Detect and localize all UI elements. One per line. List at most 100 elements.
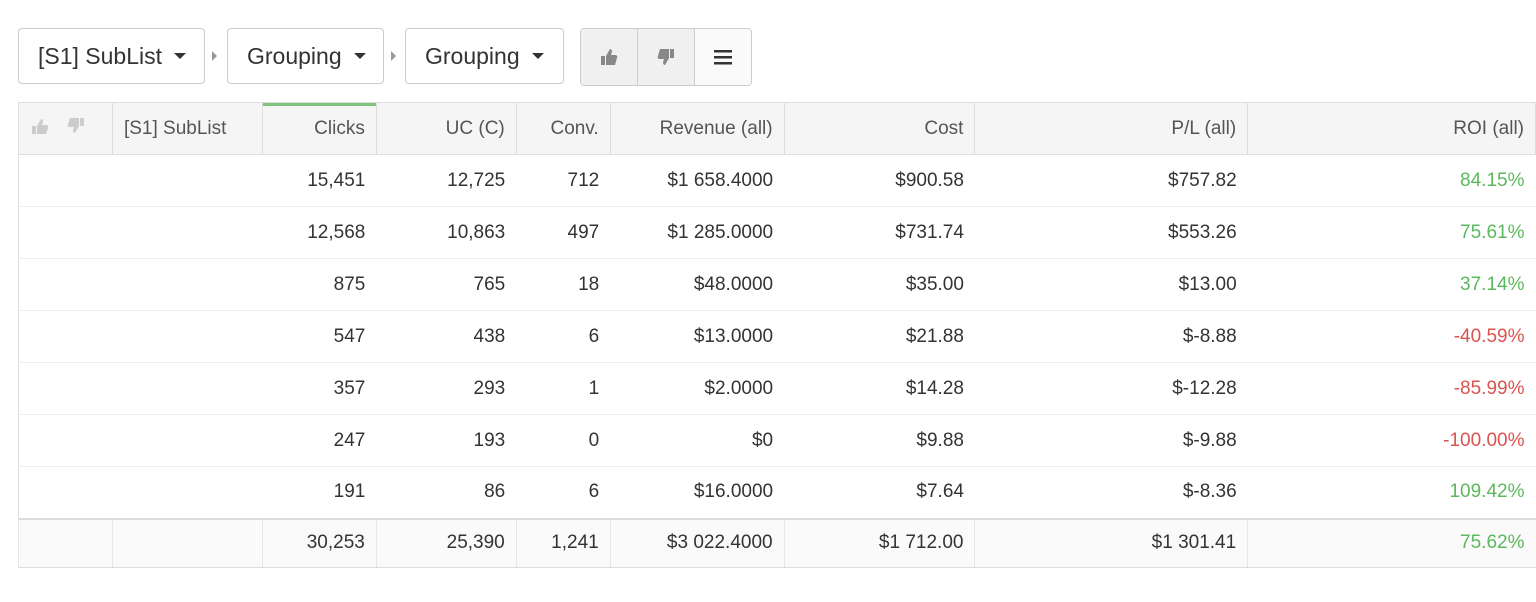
name-cell [112, 258, 263, 311]
cell: 712 [516, 154, 611, 207]
cell: $1 301.41 [974, 517, 1248, 568]
cell: 6 [516, 310, 611, 363]
cell: $21.88 [784, 310, 975, 363]
cell: $3 022.4000 [609, 517, 785, 568]
cell: $9.88 [784, 414, 975, 467]
cell: -85.99% [1247, 362, 1536, 415]
column-header: UC (C) [375, 102, 517, 155]
rating-cell [18, 414, 113, 467]
column-header: Revenue (all) [609, 102, 785, 155]
cell: $48.0000 [610, 258, 785, 311]
dropdown[interactable]: Grouping [227, 28, 384, 84]
name-cell [112, 466, 263, 519]
caret [353, 53, 366, 59]
cell: 293 [376, 362, 517, 415]
rating-cell [18, 517, 113, 568]
rating-cell [18, 466, 113, 519]
cell: $-8.88 [974, 310, 1248, 363]
cell: $1 712.00 [783, 517, 975, 568]
rating-cell [18, 362, 113, 415]
data-row: 357 293 1 $2.0000 $14.28 $-12.28 -85.99% [18, 362, 1536, 415]
cell: $-9.88 [974, 414, 1248, 467]
cell: $-8.36 [974, 466, 1248, 519]
name-cell [112, 414, 263, 467]
cell: $900.58 [784, 154, 975, 207]
cell: $13.00 [974, 258, 1248, 311]
dropdown-label: Grouping [247, 42, 342, 69]
cell: 547 [262, 310, 377, 363]
column-header: P/L (all) [974, 102, 1249, 155]
cell: $757.82 [974, 154, 1248, 207]
column-header: ROI (all) [1247, 102, 1536, 155]
caret [531, 53, 544, 59]
separator [391, 51, 396, 61]
cell: $35.00 [784, 258, 975, 311]
cell: $1 658.4000 [610, 154, 785, 207]
data-row: 12,568 10,863 497 $1 285.0000 $731.74 $553.26… [18, 206, 1536, 259]
data-table: [S1] SubList Clicks UC (C) Conv. Revenue (al… [18, 102, 1536, 568]
cell: $731.74 [784, 206, 975, 259]
cell: $0 [610, 414, 785, 467]
cell: 193 [376, 414, 517, 467]
cell: 10,863 [376, 206, 517, 259]
cell: -100.00% [1247, 414, 1536, 467]
totals-row: 30,253 25,390 1,241 $3 022.4000 $1 712.00 $1 … [18, 517, 1536, 568]
cell: 12,568 [262, 206, 377, 259]
column-header: Cost [783, 102, 976, 155]
data-row: 191 86 6 $16.0000 $7.64 $-8.36 109.42% [18, 466, 1536, 519]
name-cell [112, 206, 263, 259]
rating-cell [18, 206, 113, 259]
name-cell [112, 362, 263, 415]
cell: 357 [262, 362, 377, 415]
dropdown[interactable]: Grouping [405, 28, 564, 84]
column-header: [S1] SubList [111, 102, 263, 155]
rating-icons [32, 117, 84, 134]
cell: $14.28 [784, 362, 975, 415]
thumbs-down-button[interactable] [638, 29, 695, 85]
cell: 1 [516, 362, 611, 415]
cell: 84.15% [1247, 154, 1536, 207]
thumbs-up-button[interactable] [581, 29, 638, 85]
data-row: 247 193 0 $0 $9.88 $-9.88 -100.00% [18, 414, 1536, 467]
cell: 6 [516, 466, 611, 519]
cell: 497 [516, 206, 611, 259]
cell: $13.0000 [610, 310, 785, 363]
cell: $-12.28 [974, 362, 1248, 415]
cell: 18 [516, 258, 611, 311]
cell: 75.62% [1247, 517, 1536, 568]
dropdown[interactable]: [S1] SubList [18, 28, 205, 84]
thumbs-down-icon [657, 49, 674, 65]
cell: 12,725 [376, 154, 517, 207]
caret [174, 53, 187, 59]
separator [212, 51, 217, 61]
cell: 191 [262, 466, 377, 519]
cell: 75.61% [1247, 206, 1536, 259]
cell: $7.64 [784, 466, 975, 519]
rating-cell [18, 258, 113, 311]
data-row: 15,451 12,725 712 $1 658.4000 $900.58 $757.82… [18, 154, 1536, 207]
cell: -40.59% [1247, 310, 1536, 363]
thumbs-up-icon [601, 49, 618, 65]
cell: 109.42% [1247, 466, 1536, 519]
cell: 30,253 [261, 517, 377, 568]
column-header: Clicks [261, 102, 377, 155]
dropdown-label: Grouping [425, 42, 520, 69]
rating-cell [18, 154, 113, 207]
data-row: 547 438 6 $13.0000 $21.88 $-8.88 -40.59% [18, 310, 1536, 363]
data-row: 875 765 18 $48.0000 $35.00 $13.00 37.14% [18, 258, 1536, 311]
cell: 15,451 [262, 154, 377, 207]
menu-button[interactable] [695, 29, 751, 85]
header-row: [S1] SubList Clicks UC (C) Conv. Revenue (al… [18, 102, 1536, 155]
cell: 1,241 [515, 517, 611, 568]
column-header: Conv. [515, 102, 611, 155]
button-group [580, 28, 752, 86]
menu-icon [714, 50, 732, 65]
cell: 438 [376, 310, 517, 363]
cell: 25,390 [375, 517, 517, 568]
cell: 765 [376, 258, 517, 311]
dropdown-label: [S1] SubList [38, 42, 163, 69]
rating-cell [18, 310, 113, 363]
name-cell [112, 154, 263, 207]
cell: $553.26 [974, 206, 1248, 259]
